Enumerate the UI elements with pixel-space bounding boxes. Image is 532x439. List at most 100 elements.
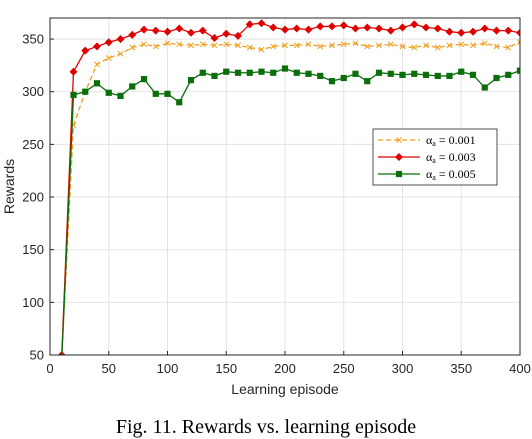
series-3-point [176,99,183,106]
series-1-point [164,40,171,47]
y-axis-label: Rewards [1,159,17,214]
series-3-point [352,70,359,77]
series-2-point [186,28,196,37]
series-1-point [411,44,418,51]
legend-label: αa = 0.003 [426,150,476,165]
series-1-point [340,41,347,48]
series-1-point [223,41,230,48]
series-1-point [199,41,206,48]
series-2-point [104,38,113,47]
series-2-point [363,23,372,32]
legend-label-value: = 0.005 [436,167,476,181]
series-2-point [280,25,290,34]
series-1-point [94,61,100,68]
series-2-point [175,24,184,33]
legend-marker [395,170,403,178]
series-3-point [422,71,430,78]
x-tick-label: 250 [333,361,355,376]
series-3-point [281,65,289,72]
series-1-point [152,43,159,50]
series-3-point [375,69,383,76]
y-tick-label: 350 [22,32,44,47]
series-1-point [176,41,183,48]
series-2-point [386,26,395,35]
series-1-point [141,41,147,48]
series-1-point [246,44,253,51]
series-2-point [327,22,337,31]
series-3-point [505,71,512,78]
series-3-point [387,70,394,77]
series-2-point [515,28,520,37]
legend-label-subscript: a [432,156,436,165]
series-3-point [411,70,418,77]
series-3-point [258,68,265,75]
legend-entry-1: αa = 0.001 [378,133,476,148]
legend-marker [396,137,402,143]
series-2-point [151,26,160,35]
series-3-point [164,90,171,97]
x-axis-label: Learning episode [231,381,339,397]
series-2-point [233,31,243,40]
legend-label-symbol: α [426,150,433,164]
legend-label-subscript: a [432,173,436,182]
series-3-point [105,89,112,96]
series-2-point [163,27,172,36]
series-2-point [316,22,325,31]
series-3-point [317,72,324,80]
series-3-point [70,91,77,98]
series-3-point [493,74,500,82]
series-3-point [93,80,101,87]
series-1-point [446,42,453,49]
series-2-point [445,27,454,36]
series-3-point [234,69,242,76]
series-3-point [199,69,206,76]
series-2-point [245,20,254,29]
series-3-point [469,71,477,78]
series-3-point [458,68,465,75]
y-tick-label: 250 [22,137,44,152]
x-tick-label: 200 [274,361,296,376]
series-2-point [339,21,348,30]
series-1-point [305,41,312,48]
series-3-point [399,71,406,78]
series-2-point [351,24,360,33]
series-2-point [92,42,102,51]
series-1-point [282,42,288,49]
series-1-point [329,42,335,49]
series-1-point [458,41,465,48]
series-1-point [293,42,300,49]
x-tick-label: 0 [46,361,53,376]
series-1-point [352,40,359,47]
series-2-point [128,30,137,39]
series-2-point [468,27,478,36]
series-2-point [421,23,431,32]
series-2-point [433,24,442,33]
series-3-point [140,75,148,83]
x-tick-label: 300 [392,361,414,376]
figure-caption: Fig. 11. Rewards vs. learning episode [115,416,417,438]
x-tick-label: 150 [215,361,237,376]
legend-label-value: = 0.003 [436,150,476,164]
series-3-point [434,72,441,80]
series-3-point [516,67,520,74]
series-1 [58,39,520,355]
series-3-point [187,77,195,84]
series-1-point [117,50,124,57]
series-3 [61,65,520,355]
legend-label-value: = 0.001 [436,133,476,147]
y-tick-label: 150 [22,242,44,257]
series-3-point [270,69,277,76]
series-3-point [293,69,300,76]
series-3-point [82,88,89,95]
series-2-point [480,24,489,33]
series-3-point [246,69,253,76]
series-2-point [292,24,301,33]
y-tick-label: 50 [30,348,44,363]
series-2-point [81,46,90,55]
series-3-point [211,72,218,80]
series-3-point [129,83,136,90]
series-2-point [139,25,149,34]
series-1-point [129,44,136,51]
series-1-point [235,42,241,49]
series-1-point [505,44,512,51]
